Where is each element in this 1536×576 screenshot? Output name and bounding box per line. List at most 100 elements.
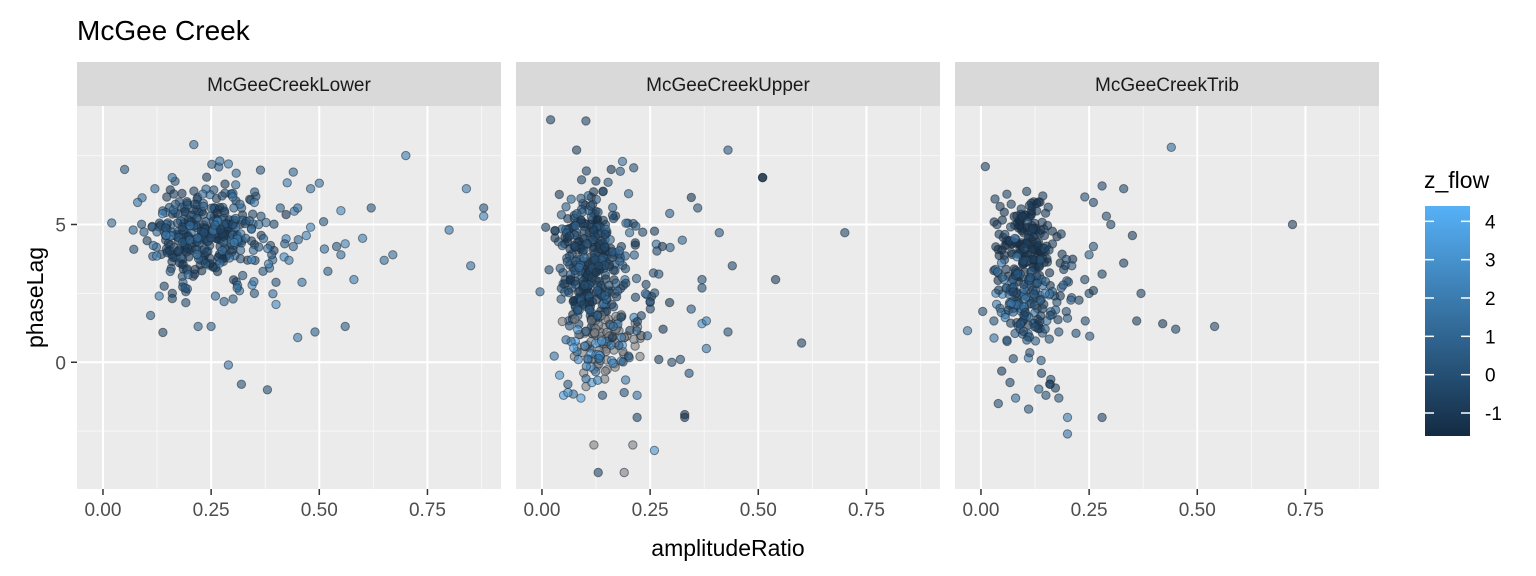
data-point (297, 277, 307, 287)
facet-strip-label: McGeeCreekLower (207, 75, 371, 96)
data-point (581, 116, 591, 126)
data-point (701, 343, 712, 354)
data-point (256, 211, 266, 221)
data-point (649, 226, 660, 236)
data-point (340, 239, 350, 249)
data-point (1002, 189, 1012, 199)
data-point (592, 286, 602, 296)
data-point (649, 288, 660, 298)
data-point (293, 235, 303, 245)
data-point (207, 159, 217, 170)
data-point (219, 206, 230, 216)
data-point (1002, 335, 1012, 345)
data-point (572, 209, 582, 219)
data-point (357, 233, 368, 244)
color-legend: z_flow 4 3 2 1 0 -1 (1424, 167, 1502, 436)
data-point (1036, 311, 1046, 321)
data-point (145, 310, 156, 321)
data-point (607, 299, 617, 310)
data-point (249, 276, 259, 287)
data-point (305, 184, 316, 194)
data-point (1080, 192, 1090, 202)
data-point (1119, 184, 1129, 194)
data-point (181, 298, 191, 308)
data-point (349, 274, 359, 285)
data-point (563, 387, 573, 398)
data-point (282, 178, 292, 188)
data-point (556, 294, 566, 304)
data-point (997, 215, 1007, 225)
data-point (664, 297, 675, 308)
data-point (996, 258, 1007, 268)
legend-ticks: 4 3 2 1 0 -1 (1425, 212, 1502, 425)
data-point (258, 266, 268, 276)
data-point (1041, 390, 1051, 400)
data-point (579, 280, 590, 291)
data-point (181, 247, 192, 257)
data-point (238, 270, 248, 281)
data-point (167, 172, 177, 183)
data-point (210, 291, 221, 301)
data-point (1058, 280, 1068, 290)
x-tick-label: 0.50 (301, 500, 338, 521)
data-point (579, 253, 589, 263)
data-point (621, 218, 631, 228)
data-point (293, 332, 303, 343)
data-point (562, 257, 572, 267)
data-point (148, 240, 159, 251)
data-point (629, 334, 639, 344)
data-point (677, 235, 687, 245)
data-point (550, 233, 560, 243)
data-point (1000, 229, 1010, 240)
data-point (570, 279, 581, 289)
data-point (642, 331, 653, 341)
data-point (479, 211, 489, 221)
data-point (263, 259, 274, 269)
data-point (1006, 199, 1016, 209)
data-point (563, 379, 573, 389)
data-point (212, 208, 222, 218)
data-point (254, 242, 264, 252)
data-point (600, 290, 610, 301)
data-point (608, 358, 618, 368)
data-point (581, 166, 592, 176)
data-point (701, 316, 712, 326)
data-point (1029, 289, 1039, 299)
points (962, 142, 1298, 439)
data-point (555, 263, 565, 273)
data-point (999, 207, 1009, 217)
data-point (658, 324, 668, 334)
data-point (557, 316, 567, 327)
data-point (479, 203, 489, 213)
legend-tick-label: 1 (1485, 327, 1496, 348)
facet-panel: McGeeCreekTrib 0.00 0.25 0.50 0.75 (955, 62, 1379, 521)
data-point (217, 191, 227, 201)
x-tick-label: 0.00 (523, 500, 560, 521)
data-point (1071, 328, 1081, 338)
data-point (576, 193, 586, 204)
data-point (593, 467, 603, 478)
data-point (254, 219, 264, 230)
data-point (231, 168, 241, 178)
data-point (645, 296, 655, 307)
data-point (624, 228, 635, 238)
data-point (1166, 142, 1177, 153)
data-point (249, 187, 260, 197)
data-point (1035, 295, 1045, 306)
data-point (640, 288, 651, 299)
data-point (1059, 264, 1069, 275)
data-point (693, 203, 703, 213)
data-point (1054, 393, 1064, 403)
legend-title: z_flow (1424, 167, 1490, 193)
data-point (244, 216, 255, 226)
data-point (603, 177, 613, 188)
data-point (554, 370, 565, 380)
data-point (154, 291, 164, 301)
data-point (1034, 384, 1044, 394)
data-point (107, 218, 117, 228)
data-point (962, 326, 973, 336)
data-point (1119, 258, 1129, 268)
data-point (561, 202, 571, 212)
data-point (1158, 319, 1168, 329)
data-point (616, 312, 626, 322)
